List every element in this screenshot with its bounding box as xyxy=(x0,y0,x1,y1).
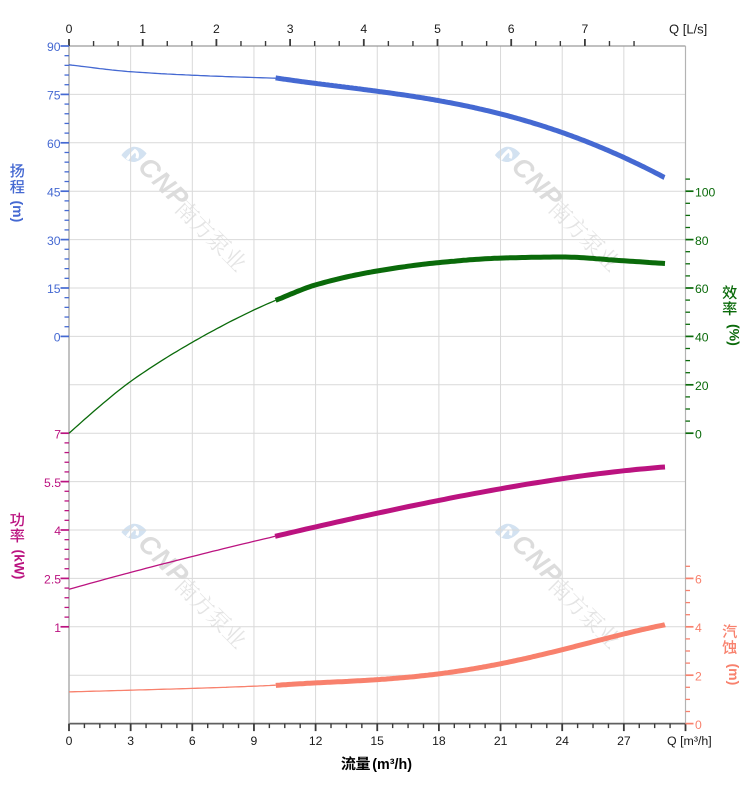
svg-text:30: 30 xyxy=(47,234,61,248)
svg-text:4: 4 xyxy=(54,524,61,538)
svg-text:1: 1 xyxy=(54,621,61,635)
svg-text:0: 0 xyxy=(66,22,73,36)
svg-text:15: 15 xyxy=(370,734,384,748)
svg-text:2: 2 xyxy=(695,669,702,683)
svg-text:(%): (%) xyxy=(727,324,743,346)
svg-text:0: 0 xyxy=(695,427,702,441)
svg-text:45: 45 xyxy=(47,185,61,199)
svg-text:Q [L/s]: Q [L/s] xyxy=(669,22,707,37)
svg-text:2.5: 2.5 xyxy=(44,573,61,587)
svg-text:7: 7 xyxy=(582,22,589,36)
svg-text:27: 27 xyxy=(617,734,631,748)
svg-text:6: 6 xyxy=(695,573,702,587)
svg-text:18: 18 xyxy=(432,734,446,748)
svg-text:5.5: 5.5 xyxy=(44,476,61,490)
svg-text:3: 3 xyxy=(127,734,134,748)
svg-text:6: 6 xyxy=(189,734,196,748)
svg-text:0: 0 xyxy=(66,734,73,748)
svg-text:5: 5 xyxy=(434,22,441,36)
svg-text:0: 0 xyxy=(54,331,61,345)
svg-text:90: 90 xyxy=(47,40,61,54)
svg-text:(kW): (kW) xyxy=(12,550,27,580)
svg-text:0: 0 xyxy=(695,718,702,732)
svg-text:15: 15 xyxy=(47,282,61,296)
svg-text:6: 6 xyxy=(508,22,515,36)
svg-text:60: 60 xyxy=(47,137,61,151)
svg-text:4: 4 xyxy=(360,22,367,36)
svg-text:1: 1 xyxy=(139,22,146,36)
svg-text:20: 20 xyxy=(695,379,709,393)
svg-text:3: 3 xyxy=(287,22,294,36)
svg-text:7: 7 xyxy=(54,427,61,441)
svg-text:(m): (m) xyxy=(726,664,742,686)
svg-text:9: 9 xyxy=(251,734,258,748)
svg-text:100: 100 xyxy=(695,185,716,199)
svg-text:Q [m³/h]: Q [m³/h] xyxy=(667,734,712,748)
svg-text:21: 21 xyxy=(494,734,508,748)
svg-text:12: 12 xyxy=(309,734,323,748)
svg-text:60: 60 xyxy=(695,282,709,296)
svg-text:40: 40 xyxy=(695,331,709,345)
svg-text:24: 24 xyxy=(555,734,569,748)
svg-text:80: 80 xyxy=(695,234,709,248)
svg-text:2: 2 xyxy=(213,22,220,36)
svg-text:(m): (m) xyxy=(10,201,26,223)
svg-text:(m³/h): (m³/h) xyxy=(372,757,412,773)
svg-text:4: 4 xyxy=(695,621,702,635)
svg-text:75: 75 xyxy=(47,89,61,103)
